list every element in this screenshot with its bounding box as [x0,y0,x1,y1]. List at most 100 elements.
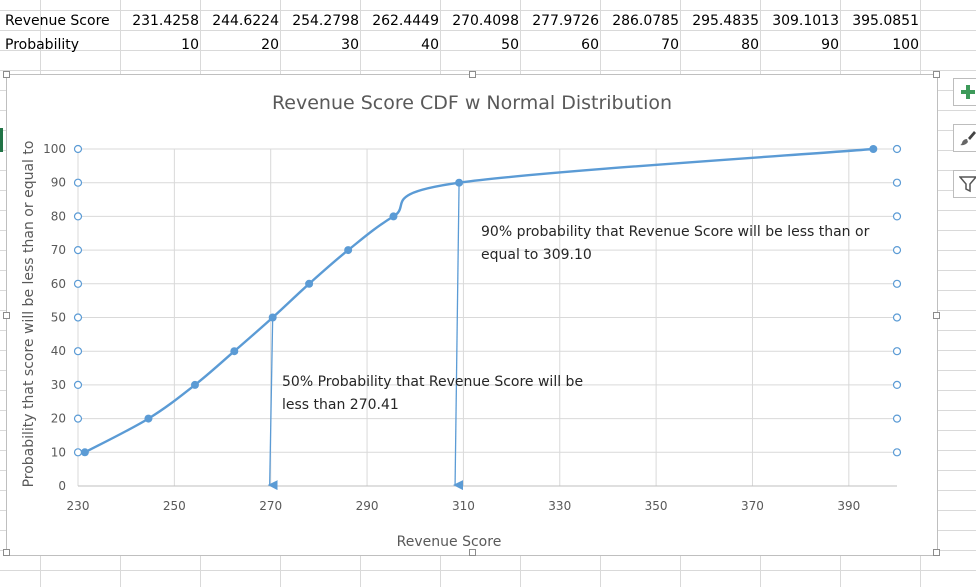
x-tick-label: 270 [259,499,282,513]
y-tick-label: 70 [51,243,66,257]
x-tick-label: 350 [645,499,668,513]
x-tick-label: 310 [452,499,475,513]
resize-handle-bottom-right[interactable] [933,549,940,556]
table-cell[interactable]: 10 [181,37,199,53]
right-axis-marker [892,246,902,255]
resize-handle-right[interactable] [933,312,940,319]
left-axis-marker [73,246,83,255]
x-tick-label: 290 [356,499,379,513]
table-cell[interactable]: 50 [501,37,519,53]
annotations[interactable]: 50% Probability that Revenue Score will … [282,224,870,413]
table-cell[interactable]: 295.4835 [692,13,759,29]
left-axis-marker [73,279,83,288]
y-tick-label: 0 [58,479,66,493]
data-point[interactable] [389,212,398,221]
tick-labels: 0 10 20 30 40 50 60 70 80 90 100 230 250 270 290 310 330… [43,142,860,513]
table-cell[interactable]: 80 [741,37,759,53]
table-cell[interactable]: 395.0851 [852,13,919,29]
left-axis-marker [73,178,83,187]
y-axis-title[interactable]: Probability that score will be less than… [21,141,37,488]
data-point[interactable] [190,380,199,389]
chart-title[interactable]: Revenue Score CDF w Normal Distribution [272,92,672,114]
chart-elements-button[interactable] [953,78,976,106]
table-cell[interactable]: 309.1013 [772,13,839,29]
chart-area[interactable]: 0 10 20 30 40 50 60 70 80 90 100 230 250 270 290 310 330… [3,71,940,556]
data-point[interactable] [230,347,239,356]
table-cell[interactable]: 254.2798 [292,13,359,29]
annotation-50-text[interactable]: 50% Probability that Revenue Score will … [282,374,583,390]
table-cell[interactable]: 20 [261,37,279,53]
data-point[interactable] [344,246,353,255]
annotation-90-text[interactable]: 90% probability that Revenue Score will … [481,224,870,240]
y-tick-label: 20 [51,412,66,426]
right-axis-marker [892,279,902,288]
table-cell[interactable]: 100 [892,37,919,53]
table-cell[interactable]: 270.4098 [452,13,519,29]
resize-handle-bottom[interactable] [469,549,476,556]
resize-handle-top-right[interactable] [933,71,940,78]
right-axis-marker [892,448,902,457]
right-axis-marker [892,313,902,322]
data-point[interactable] [144,414,153,423]
table-cell[interactable]: 90 [821,37,839,53]
table-cell[interactable]: 231.4258 [132,13,199,29]
table-cell[interactable]: 244.6224 [212,13,279,29]
annotation-arrows [267,182,464,491]
data-point[interactable] [80,448,89,457]
filter-icon [959,176,976,193]
left-axis-marker [73,380,83,389]
table-cell[interactable]: 286.0785 [612,13,679,29]
y-tick-label: 40 [51,344,66,358]
y-tick-label: 100 [43,142,66,156]
x-tick-label: 370 [741,499,764,513]
y-tick-label: 30 [51,378,66,392]
table-cell[interactable]: 277.9726 [532,13,599,29]
data-point[interactable] [869,145,878,153]
plus-icon [961,85,975,99]
annotation-90-text[interactable]: equal to 309.10 [481,247,592,263]
chart-styles-button[interactable] [953,124,976,152]
row-header[interactable]: Probability [5,37,80,53]
table-row-probability: Probability 10 20 30 40 50 60 70 80 90 1… [0,34,922,57]
selected-cell-edge [0,128,3,152]
y-tick-label: 10 [51,445,66,459]
data-point[interactable] [305,279,314,288]
left-axis-marker [73,347,83,356]
x-tick-label: 250 [163,499,186,513]
chart-filters-button[interactable] [953,170,976,198]
secondary-markers [73,144,902,457]
y-tick-label: 80 [51,209,66,223]
table-cell[interactable]: 262.4449 [372,13,439,29]
right-axis-marker [892,144,902,154]
right-axis-marker [892,380,902,389]
x-axis-title[interactable]: Revenue Score [397,534,502,550]
table-cell[interactable]: 70 [661,37,679,53]
arrow-90 [453,182,464,491]
left-axis-marker [73,144,83,154]
resize-handle-bottom-left[interactable] [3,549,10,556]
right-axis-marker [892,212,902,221]
annotation-50-text[interactable]: less than 270.41 [282,397,399,413]
table-cell[interactable]: 30 [341,37,359,53]
y-tick-label: 60 [51,277,66,291]
y-tick-label: 90 [51,176,66,190]
right-axis-marker [892,178,902,187]
y-tick-label: 50 [51,311,66,325]
row-header[interactable]: Revenue Score [5,13,110,29]
paintbrush-icon [960,131,976,146]
data-point[interactable] [455,178,464,187]
table-cell[interactable]: 60 [581,37,599,53]
left-axis-marker [73,414,83,423]
left-axis-marker [73,448,83,457]
resize-handle-top-left[interactable] [3,71,10,78]
left-axis-marker [73,212,83,221]
gridlines [77,148,897,486]
resize-handle-left[interactable] [3,312,10,319]
right-axis-marker [892,414,902,423]
table-cell[interactable]: 40 [421,37,439,53]
series[interactable] [80,145,878,457]
series-line[interactable] [84,147,874,454]
x-tick-label: 330 [548,499,571,513]
resize-handle-top[interactable] [469,71,476,78]
table-row-revenue: Revenue Score 231.4258 244.6224 254.2798… [0,10,922,33]
